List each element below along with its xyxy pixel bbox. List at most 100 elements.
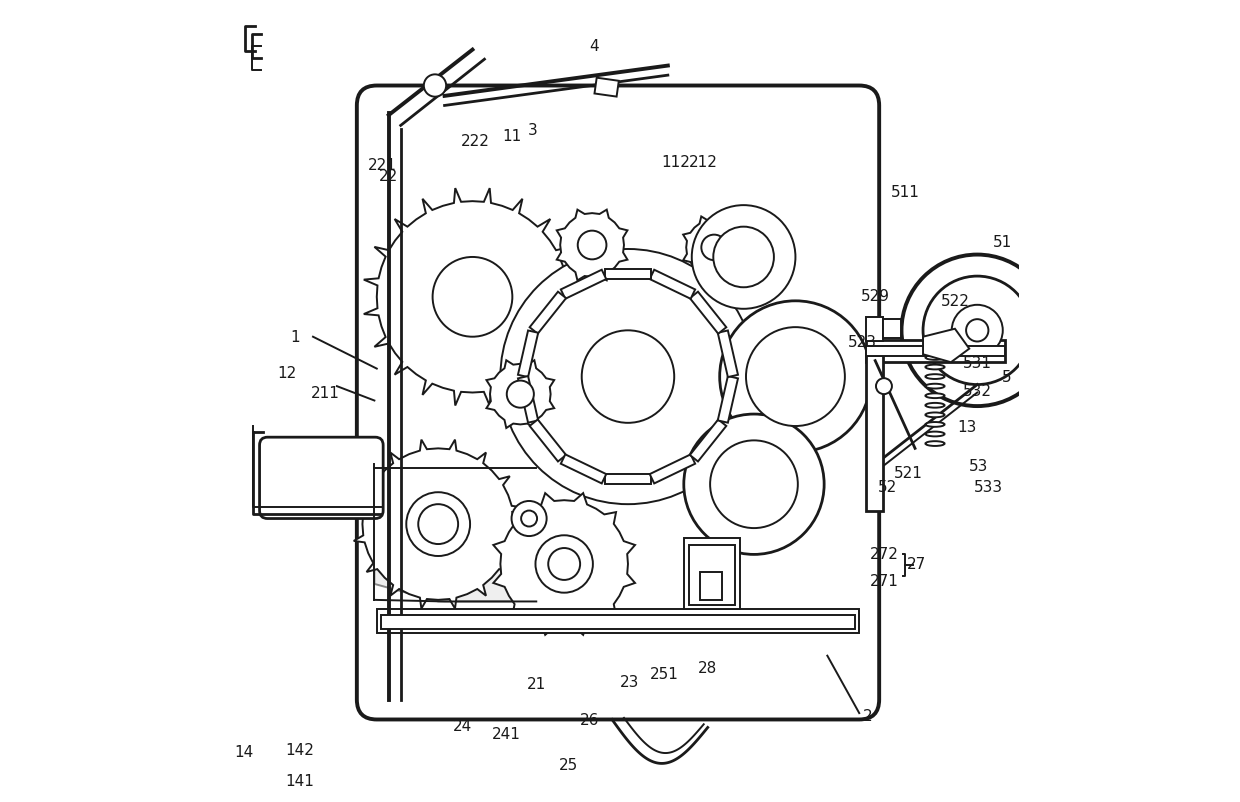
Text: 5: 5 — [1002, 370, 1012, 385]
Polygon shape — [557, 210, 627, 281]
Ellipse shape — [925, 403, 945, 408]
Text: 511: 511 — [892, 184, 920, 200]
Bar — [381, 615, 856, 630]
Circle shape — [923, 277, 1032, 385]
Ellipse shape — [925, 423, 945, 427]
Text: 22: 22 — [379, 169, 398, 184]
Bar — [866, 346, 1006, 356]
Text: 52: 52 — [878, 480, 897, 495]
Text: 141: 141 — [285, 772, 314, 788]
Bar — [883, 320, 900, 339]
Ellipse shape — [925, 375, 945, 379]
Bar — [594, 79, 619, 98]
Bar — [518, 377, 538, 423]
Circle shape — [719, 302, 872, 453]
FancyBboxPatch shape — [259, 438, 383, 519]
Bar — [718, 331, 738, 378]
Text: 4: 4 — [590, 39, 599, 54]
Text: 531: 531 — [962, 355, 992, 371]
Ellipse shape — [925, 442, 945, 447]
Text: 13: 13 — [957, 419, 977, 434]
Circle shape — [507, 381, 534, 408]
Bar — [529, 420, 567, 462]
Text: 25: 25 — [559, 757, 579, 772]
Text: 24: 24 — [453, 719, 471, 734]
Text: 11: 11 — [502, 129, 522, 144]
Circle shape — [424, 75, 446, 98]
Text: 532: 532 — [962, 384, 992, 399]
Text: 53: 53 — [970, 459, 988, 474]
Text: 522: 522 — [940, 294, 970, 308]
Polygon shape — [353, 440, 522, 609]
Polygon shape — [486, 361, 554, 428]
Circle shape — [966, 320, 988, 342]
Circle shape — [418, 504, 458, 545]
Bar — [518, 331, 538, 378]
Text: 241: 241 — [492, 727, 521, 741]
Text: 521: 521 — [894, 465, 923, 480]
Text: 271: 271 — [870, 573, 899, 589]
Circle shape — [713, 228, 774, 288]
Text: 523: 523 — [848, 334, 877, 350]
Bar — [605, 474, 651, 484]
Bar — [866, 355, 883, 511]
Circle shape — [536, 536, 593, 593]
Bar — [650, 455, 696, 484]
Bar — [560, 455, 606, 484]
Ellipse shape — [925, 432, 945, 437]
Text: 1: 1 — [290, 330, 299, 345]
Polygon shape — [923, 330, 970, 363]
Ellipse shape — [925, 413, 945, 418]
Ellipse shape — [925, 384, 945, 389]
Bar — [689, 292, 727, 334]
Circle shape — [548, 549, 580, 580]
Text: 212: 212 — [689, 155, 718, 169]
Text: 533: 533 — [973, 480, 1003, 495]
Circle shape — [952, 306, 1003, 356]
Circle shape — [875, 379, 892, 395]
Text: 51: 51 — [993, 234, 1012, 249]
Bar — [605, 269, 651, 280]
Ellipse shape — [925, 394, 945, 399]
Text: 222: 222 — [460, 134, 490, 149]
Bar — [699, 573, 722, 600]
Text: 251: 251 — [650, 666, 678, 681]
Polygon shape — [374, 464, 534, 602]
Circle shape — [702, 235, 727, 261]
Bar — [560, 270, 606, 299]
Circle shape — [901, 255, 1053, 407]
Bar — [866, 341, 1006, 363]
Text: 272: 272 — [870, 546, 899, 561]
Ellipse shape — [925, 365, 945, 370]
Text: 221: 221 — [368, 158, 397, 172]
Bar — [650, 270, 696, 299]
Text: 211: 211 — [310, 386, 340, 400]
FancyBboxPatch shape — [357, 87, 879, 719]
Bar — [529, 292, 567, 334]
Text: 112: 112 — [661, 155, 691, 169]
Bar — [377, 610, 859, 634]
Text: 142: 142 — [285, 743, 314, 757]
Text: 3: 3 — [527, 123, 537, 138]
Bar — [866, 318, 883, 342]
Text: 23: 23 — [620, 674, 640, 689]
Ellipse shape — [925, 355, 945, 360]
Circle shape — [711, 441, 797, 529]
Text: 12: 12 — [277, 366, 296, 381]
Bar — [718, 377, 738, 423]
Text: 27: 27 — [906, 557, 926, 572]
Circle shape — [578, 231, 606, 260]
Text: 21: 21 — [527, 676, 546, 691]
Text: 14: 14 — [234, 744, 253, 759]
Circle shape — [433, 257, 512, 338]
Circle shape — [501, 249, 755, 504]
Polygon shape — [683, 217, 745, 279]
Bar — [688, 545, 735, 605]
Text: 529: 529 — [861, 289, 889, 303]
Circle shape — [521, 511, 537, 527]
Bar — [683, 538, 739, 610]
Text: 26: 26 — [580, 712, 599, 727]
Polygon shape — [363, 189, 582, 406]
Circle shape — [683, 415, 825, 555]
Circle shape — [746, 328, 844, 427]
